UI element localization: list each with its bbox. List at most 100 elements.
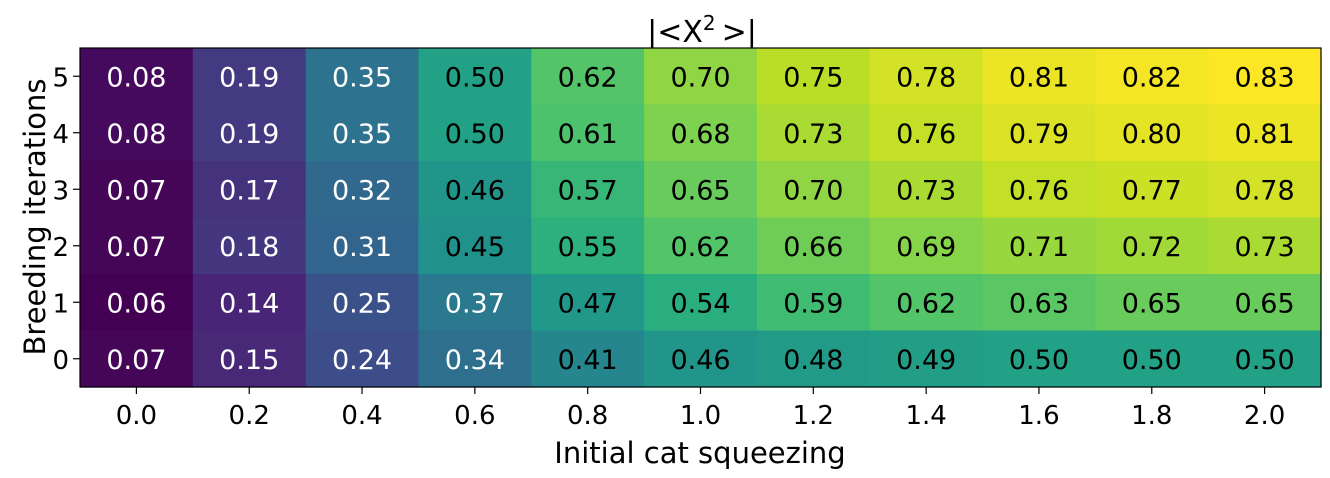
heatmap-cell xyxy=(305,104,420,162)
heatmap-cell xyxy=(305,274,420,332)
heatmap-cell xyxy=(305,48,420,106)
heatmap-cell xyxy=(418,104,532,162)
heatmap-cell xyxy=(192,217,307,275)
cell-value-label: 0.47 xyxy=(558,288,618,319)
heatmap-cell xyxy=(80,217,194,275)
x-tick-label: 0.8 xyxy=(567,401,608,431)
cell-value-label: 0.49 xyxy=(896,345,956,376)
heatmap-cell xyxy=(80,104,194,162)
heatmap-cell xyxy=(982,274,1096,332)
heatmap-cell xyxy=(644,104,758,162)
heatmap-cell xyxy=(80,274,194,332)
cell-value-label: 0.48 xyxy=(783,345,843,376)
cell-value-label: 0.08 xyxy=(106,62,166,93)
heatmap-cell xyxy=(80,161,194,219)
heatmap-cell xyxy=(418,48,532,106)
y-tick-label: 0 xyxy=(52,346,69,376)
cell-value-label: 0.37 xyxy=(445,288,505,319)
cell-value-label: 0.50 xyxy=(1235,345,1295,376)
chart-title-end: >| xyxy=(722,15,757,50)
cell-value-label: 0.50 xyxy=(445,62,505,93)
heatmap-cell xyxy=(1208,48,1322,106)
y-axis-label: Breeding iterations xyxy=(18,79,52,356)
x-tick-label: 1.4 xyxy=(905,401,946,431)
x-tick-label: 0.6 xyxy=(454,401,495,431)
heatmap-cell xyxy=(80,48,194,106)
cell-value-label: 0.76 xyxy=(1009,175,1069,206)
heatmap-cell xyxy=(418,217,532,275)
heatmap-cell xyxy=(644,161,758,219)
cell-value-label: 0.41 xyxy=(558,345,618,376)
cell-value-label: 0.78 xyxy=(896,62,956,93)
cell-value-label: 0.80 xyxy=(1122,119,1182,150)
y-tick-label: 5 xyxy=(52,63,69,93)
cell-value-label: 0.06 xyxy=(106,288,166,319)
cell-value-label: 0.81 xyxy=(1235,119,1295,150)
heatmap-cell xyxy=(982,217,1096,275)
heatmap-cell xyxy=(756,104,871,162)
heatmap-cell xyxy=(1095,161,1209,219)
x-tick-label: 1.8 xyxy=(1131,401,1172,431)
cell-value-label: 0.25 xyxy=(332,288,392,319)
heatmap-cells xyxy=(80,48,1322,388)
heatmap-cell xyxy=(305,161,420,219)
cell-value-label: 0.19 xyxy=(219,119,279,150)
y-tick-label: 4 xyxy=(52,120,69,150)
heatmap-cell xyxy=(531,104,645,162)
heatmap-cell xyxy=(1095,48,1209,106)
heatmap-cell xyxy=(305,330,420,388)
heatmap-cell xyxy=(869,274,984,332)
heatmap-cell xyxy=(644,217,758,275)
heatmap-cell xyxy=(305,217,420,275)
cell-value-label: 0.83 xyxy=(1235,62,1295,93)
cell-value-label: 0.34 xyxy=(445,345,505,376)
y-axis: 5 4 3 2 1 0 xyxy=(52,63,80,376)
heatmap-cell xyxy=(1095,217,1209,275)
y-tick-label: 1 xyxy=(52,289,69,319)
cell-value-label: 0.32 xyxy=(332,175,392,206)
heatmap-cell xyxy=(869,161,984,219)
cell-value-label: 0.08 xyxy=(106,119,166,150)
cell-value-label: 0.31 xyxy=(332,232,392,263)
cell-value-label: 0.65 xyxy=(1235,288,1295,319)
heatmap-cell xyxy=(1208,274,1322,332)
heatmap-cell xyxy=(869,104,984,162)
cell-value-label: 0.62 xyxy=(558,62,618,93)
heatmap-cell xyxy=(80,330,194,388)
cell-value-label: 0.61 xyxy=(558,119,618,150)
cell-value-label: 0.50 xyxy=(1122,345,1182,376)
chart-title-main: |<X xyxy=(647,15,703,50)
cell-value-label: 0.73 xyxy=(783,119,843,150)
cell-value-label: 0.07 xyxy=(106,232,166,263)
heatmap-cell xyxy=(418,161,532,219)
heatmap-cell xyxy=(1208,104,1322,162)
heatmap-cell xyxy=(982,330,1096,388)
cell-value-label: 0.19 xyxy=(219,62,279,93)
heatmap-cell xyxy=(1208,217,1322,275)
cell-value-label: 0.46 xyxy=(670,345,730,376)
cell-value-label: 0.68 xyxy=(670,119,730,150)
cell-value-label: 0.82 xyxy=(1122,62,1182,93)
x-tick-label: 0.0 xyxy=(116,401,157,431)
cell-value-label: 0.07 xyxy=(106,175,166,206)
cell-value-label: 0.17 xyxy=(219,175,279,206)
cell-value-label: 0.57 xyxy=(558,175,618,206)
cell-value-label: 0.66 xyxy=(783,232,843,263)
heatmap-cell xyxy=(531,161,645,219)
cell-value-label: 0.77 xyxy=(1122,175,1182,206)
x-tick-label: 0.4 xyxy=(341,401,382,431)
cell-value-label: 0.18 xyxy=(219,232,279,263)
cell-value-label: 0.69 xyxy=(896,232,956,263)
cell-value-label: 0.81 xyxy=(1009,62,1069,93)
heatmap-cell xyxy=(756,161,871,219)
x-tick-label: 2.0 xyxy=(1244,401,1285,431)
cell-value-label: 0.35 xyxy=(332,119,392,150)
heatmap-cell xyxy=(644,48,758,106)
heatmap-cell xyxy=(418,330,532,388)
cell-value-label: 0.46 xyxy=(445,175,505,206)
heatmap-cell xyxy=(756,48,871,106)
cell-value-label: 0.14 xyxy=(219,288,279,319)
heatmap-cell xyxy=(756,274,871,332)
heatmap-cell xyxy=(644,330,758,388)
